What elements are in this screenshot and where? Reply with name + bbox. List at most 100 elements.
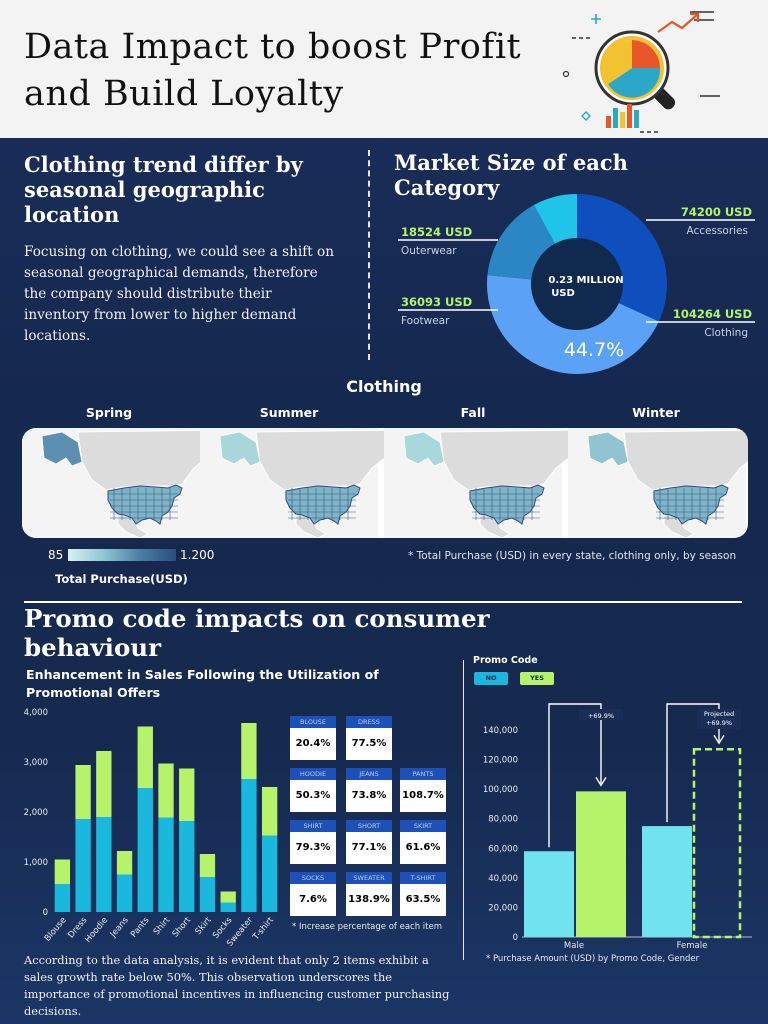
section-divider	[463, 660, 464, 960]
alaska-region	[587, 431, 629, 467]
bar-jeans-yes	[116, 851, 133, 875]
increase-card-value: 20.4%	[295, 738, 331, 749]
increase-card-hoodie: HOODIE 50.3%	[290, 768, 336, 812]
bar-jeans-no	[116, 874, 133, 912]
increase-card-value: 61.6%	[405, 842, 441, 853]
magnifier-pie-chart-icon	[562, 11, 720, 133]
map-fall	[384, 428, 585, 538]
bar-shirt-no	[158, 817, 174, 912]
map-winter	[568, 428, 748, 538]
trend-body: Focusing on clothing, we could see a shi…	[24, 244, 334, 344]
promo-legend-title: Promo Code	[473, 655, 538, 666]
x-tick-label: Jeans	[108, 915, 131, 940]
increase-annotation: +69.9%	[706, 719, 732, 727]
legend-no-chip: NO	[474, 672, 508, 685]
x-tick-label: T-shirt	[251, 915, 277, 943]
bar-short-yes	[179, 768, 195, 821]
y-tick-label: 40,000	[488, 874, 518, 884]
bar-socks-yes	[220, 891, 236, 903]
increase-card-blouse: BLOUSE 20.4%	[290, 716, 336, 760]
season-label-spring: Spring	[85, 405, 133, 420]
page-title: Data Impact to boost Profit and Build Lo…	[24, 27, 522, 114]
bar-skirt-no	[199, 877, 216, 912]
value-label-outerwear: 18524 USD	[401, 225, 472, 239]
alaska-region	[41, 431, 83, 467]
value-label-clothing: 104264 USD	[673, 307, 752, 321]
header-banner: Data Impact to boost Profit and Build Lo…	[0, 0, 768, 138]
increase-card-dress: DRESS 77.5%	[346, 716, 392, 760]
bar-socks-no	[220, 902, 236, 912]
increase-card-t-shirt: T-SHIRT 63.5%	[400, 872, 446, 916]
map-spring	[22, 428, 223, 538]
map-summer	[200, 428, 401, 538]
increase-card-socks: SOCKS 7.6%	[290, 872, 336, 916]
increase-card-value: 63.5%	[405, 894, 441, 905]
y-tick-label: 120,000	[483, 756, 518, 766]
increase-card-short: SHORT 77.1%	[346, 820, 392, 864]
market-heading: Market Size of each Category	[394, 150, 628, 200]
bar-hoodie-no	[96, 817, 112, 912]
y-tick-label: 4,000	[24, 708, 48, 718]
bar-blouse-no	[54, 884, 71, 912]
legend-title: Total Purchase(USD)	[55, 572, 188, 586]
conclusion-text: According to the data analysis, it is ev…	[24, 953, 450, 1018]
value-label-footwear: 36093 USD	[401, 295, 472, 309]
value-label-accessories: 74200 USD	[681, 205, 752, 219]
season-label-summer: Summer	[259, 405, 319, 420]
maps-title: Clothing	[346, 377, 422, 396]
increase-bracket	[548, 703, 602, 848]
increase-card-item: HOODIE	[290, 768, 336, 780]
bar-blouse-yes	[54, 859, 71, 884]
sales-chart-title: Enhancement in Sales Following the Utili…	[26, 667, 379, 700]
season-label-winter: Winter	[632, 405, 680, 420]
increase-card-value: 79.3%	[295, 842, 331, 853]
increase-card-item: SHORT	[346, 820, 392, 832]
increase-card-item: PANTS	[400, 768, 446, 780]
x-tick-label: Female	[677, 941, 708, 951]
y-tick-label: 2,000	[24, 808, 48, 818]
increase-card-value: 7.6%	[299, 894, 327, 905]
bar-shirt-yes	[158, 763, 174, 818]
donut-highlight-label: 44.7%	[564, 339, 624, 361]
color-scale-bar	[68, 549, 176, 561]
increase-card-item: T-SHIRT	[400, 872, 446, 884]
bar-short-no	[179, 821, 195, 912]
increase-percentage-grid: BLOUSE 20.4% DRESS 77.5% HOODIE 50.3% JEANS 73.…	[290, 716, 446, 916]
bar-male-no	[524, 851, 574, 937]
us-choropleth-maps	[22, 428, 748, 538]
map-footnote: * Total Purchase (USD) in every state, c…	[408, 550, 737, 562]
increase-card-item: JEANS	[346, 768, 392, 780]
legend-min-value: 85	[48, 548, 64, 562]
donut-center-line2: USD	[551, 288, 575, 299]
bar-pants-yes	[137, 726, 153, 788]
legend-max-value: 1.200	[180, 548, 215, 562]
increase-card-item: SKIRT	[400, 820, 446, 832]
bar-sweater-yes	[241, 723, 257, 779]
increase-card-item: SOCKS	[290, 872, 336, 884]
gender-promo-bar-chart: 0 20,000 40,000 60,000 80,000 100,000 120,000 1…	[483, 703, 752, 951]
season-label-fall: Fall	[460, 405, 486, 420]
increase-card-item: SHIRT	[290, 820, 336, 832]
category-label-clothing: Clothing	[704, 327, 748, 339]
increase-annotation: +69.9%	[588, 712, 614, 720]
increase-card-pants: PANTS 108.7%	[400, 768, 446, 812]
arrow-icon	[595, 776, 607, 787]
bar-sweater-no	[241, 779, 257, 912]
increase-card-value: 73.8%	[351, 790, 387, 801]
y-tick-label: 20,000	[488, 903, 518, 913]
category-label-footwear: Footwear	[401, 315, 450, 327]
promo-heading: Promo code impacts on consumer behaviour	[24, 604, 490, 662]
donut-center-line1: 0.23 MILLION	[548, 275, 623, 286]
x-tick-label: Hoodie	[83, 916, 110, 945]
donut-hole	[531, 238, 623, 330]
y-tick-label: 3,000	[24, 758, 48, 768]
bar-male-yes	[576, 791, 626, 937]
arrow-icon	[713, 734, 725, 745]
y-tick-label: 0	[43, 908, 48, 918]
bar-t-shirt-no	[261, 835, 278, 912]
x-tick-label: Pants	[129, 915, 152, 940]
alaska-region	[219, 431, 261, 467]
increase-card-shirt: SHIRT 79.3%	[290, 820, 336, 864]
alaska-region	[403, 431, 445, 467]
y-tick-label: 1,000	[24, 858, 48, 868]
